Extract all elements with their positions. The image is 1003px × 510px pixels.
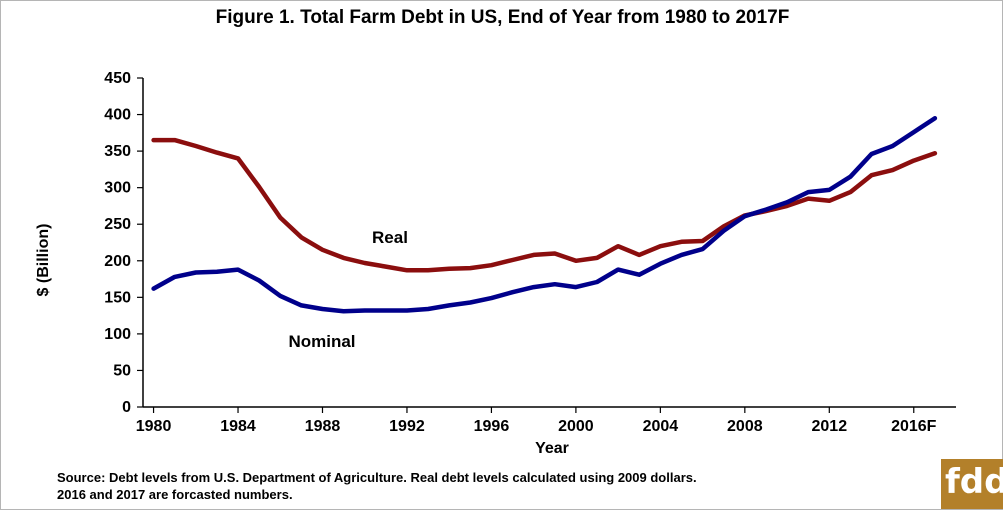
chart-title: Figure 1. Total Farm Debt in US, End of … [215, 7, 790, 28]
y-tick-label: 50 [113, 362, 131, 379]
x-tick-label: 1980 [136, 418, 172, 435]
series-label-real: Real [372, 228, 408, 247]
y-tick-label: 400 [104, 107, 131, 124]
x-tick-label: 1996 [474, 418, 510, 435]
y-tick-label: 450 [104, 70, 131, 87]
x-tick-label: 1984 [220, 418, 256, 435]
fdd-logo: fdd [941, 459, 1003, 509]
x-axis-label: Year [535, 440, 569, 457]
x-tick-label: 2012 [812, 418, 848, 435]
x-tick-label: 2008 [727, 418, 763, 435]
x-tick-label: 2000 [558, 418, 594, 435]
source-note-line-1: Source: Debt levels from U.S. Department… [57, 470, 697, 485]
y-tick-label: 350 [104, 143, 131, 160]
source-note-line-2: 2016 and 2017 are forcasted numbers. [57, 487, 293, 502]
series-line-real [151, 137, 938, 273]
x-tick-label: 1992 [389, 418, 425, 435]
y-tick-label: 250 [104, 216, 131, 233]
y-tick-label: 100 [104, 326, 131, 343]
x-tick-label: 2004 [643, 418, 679, 435]
x-axis-ticks: 1980 1984 1988 1992 1996 2000 2004 2008 2012 2016… [136, 407, 937, 435]
y-tick-label: 300 [104, 180, 131, 197]
series-label-nominal: Nominal [288, 332, 355, 351]
y-tick-label: 200 [104, 253, 131, 270]
series-lines [151, 115, 938, 314]
line-chart: 0 50 100 150 200 250 300 350 400 450 1980 1984 1988… [35, 70, 956, 457]
y-tick-label: 150 [104, 289, 131, 306]
logo-text: fdd [945, 462, 1003, 502]
x-tick-label: 2016F [891, 418, 937, 435]
y-axis-ticks: 0 50 100 150 200 250 300 350 400 450 [104, 70, 143, 416]
y-tick-label: 0 [122, 399, 131, 416]
x-tick-label: 1988 [305, 418, 341, 435]
source-note: Source: Debt levels from U.S. Department… [57, 469, 937, 503]
series-line-nominal [151, 115, 938, 314]
y-axis-label: $ (Billion) [35, 224, 52, 297]
